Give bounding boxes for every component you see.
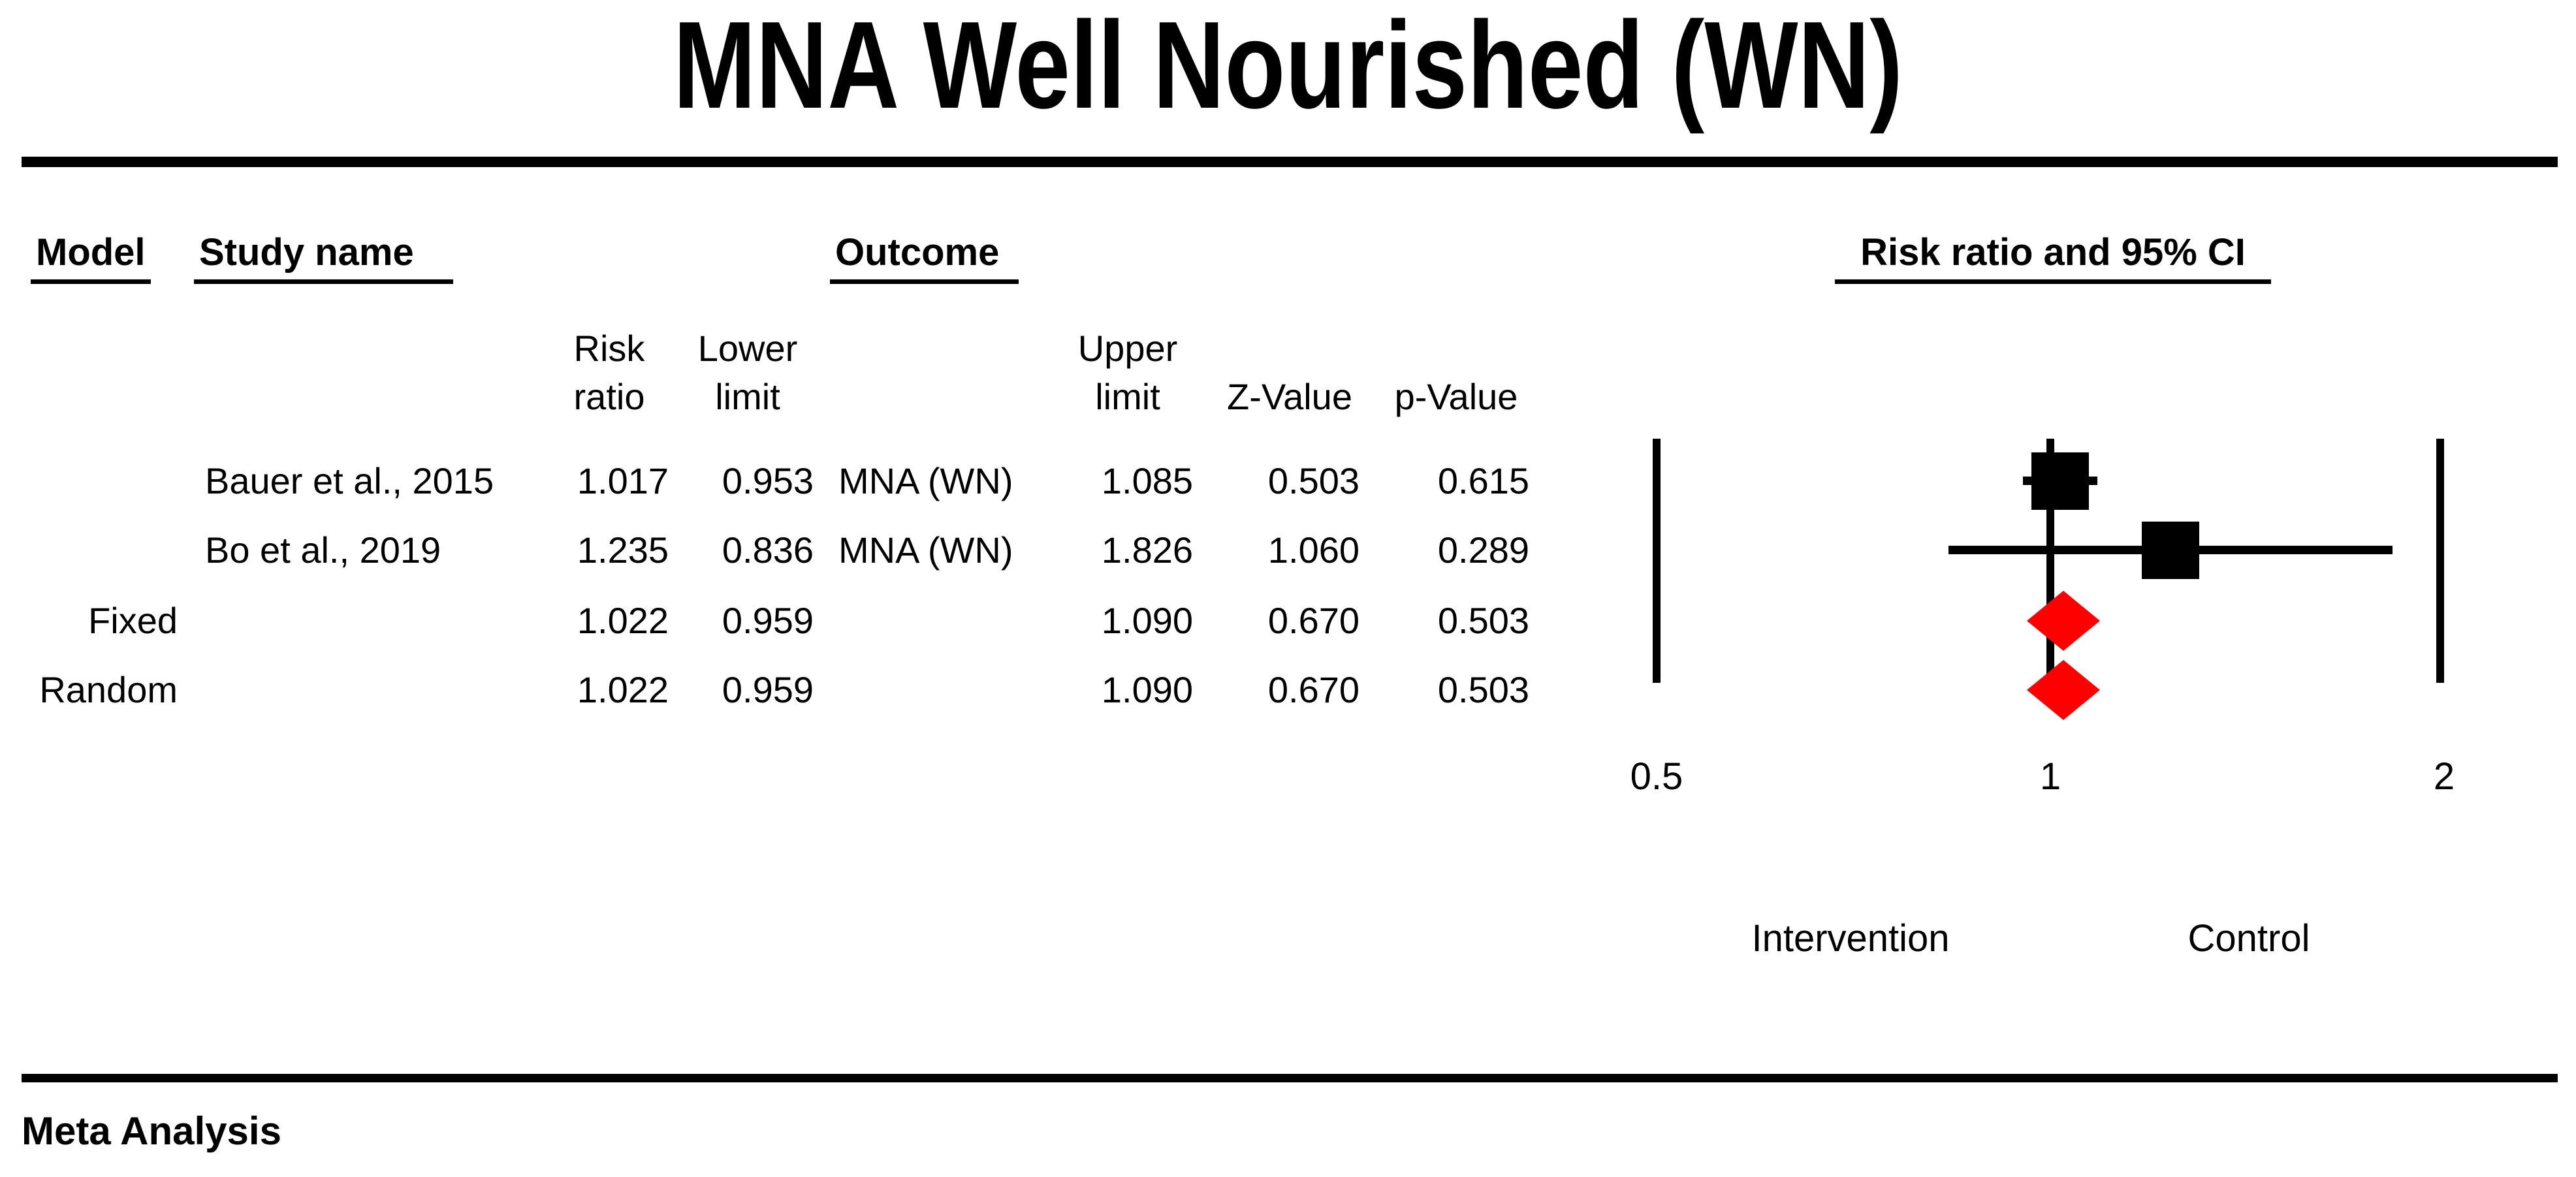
cell-lower-limit: 0.959: [722, 669, 814, 710]
arm-label-control: Control: [2187, 917, 2310, 960]
column-header-model: Model: [31, 232, 151, 284]
subheader-upper-limit-line2: limit: [1095, 376, 1160, 417]
cell-upper-limit: 1.090: [1101, 669, 1193, 710]
cell-outcome: MNA (WN): [838, 460, 1013, 501]
cell-z-value: 1.060: [1267, 529, 1360, 571]
effect-square-bo: [2142, 522, 2199, 579]
cell-upper-limit: 1.826: [1101, 529, 1193, 571]
subheader-z-value: Z-Value: [1227, 376, 1352, 417]
cell-lower-limit: 0.959: [722, 600, 814, 641]
cell-upper-limit: 1.090: [1101, 600, 1193, 641]
cell-z-value: 0.503: [1267, 460, 1360, 501]
cell-risk-ratio: 1.235: [577, 529, 669, 571]
subheader-upper-limit-line1: Upper: [1077, 328, 1178, 369]
subheader-risk-ratio-line1: Risk: [573, 328, 645, 369]
cell-model: Random: [39, 669, 178, 710]
subheader-risk-ratio: Risk ratio: [544, 324, 675, 421]
cell-study-name: Bauer et al., 2015: [205, 460, 494, 501]
cell-study-name: Bo et al., 2019: [205, 529, 441, 571]
cell-p-value: 0.503: [1437, 600, 1529, 641]
cell-p-value: 0.615: [1437, 460, 1529, 501]
cell-risk-ratio: 1.022: [577, 600, 669, 641]
axis-tick-2: 2: [2433, 755, 2455, 798]
column-header-study-name: Study name: [194, 232, 453, 284]
cell-model: Fixed: [88, 600, 178, 641]
subheader-upper-limit: Upper limit: [1056, 324, 1200, 421]
summary-diamond-random: [2027, 660, 2100, 720]
subheader-lower-limit: Lower limit: [676, 324, 819, 421]
axis-tick-1: 1: [2039, 755, 2061, 798]
cell-p-value: 0.503: [1437, 669, 1529, 710]
cell-z-value: 0.670: [1267, 600, 1360, 641]
cell-outcome: MNA (WN): [838, 529, 1013, 571]
bottom-rule: [22, 1074, 2558, 1082]
cell-z-value: 0.670: [1267, 669, 1360, 710]
cell-lower-limit: 0.836: [722, 529, 814, 571]
cell-p-value: 0.289: [1437, 529, 1529, 571]
cell-upper-limit: 1.085: [1101, 460, 1193, 501]
summary-diamond-fixed: [2027, 591, 2100, 651]
axis-right-boundary-line: [2436, 439, 2444, 683]
subheader-risk-ratio-line2: ratio: [573, 376, 645, 417]
effect-square-bauer: [2031, 452, 2089, 510]
subheader-lower-limit-line1: Lower: [697, 328, 798, 369]
column-header-outcome: Outcome: [830, 232, 1019, 284]
arm-label-intervention: Intervention: [1751, 917, 1950, 960]
subheader-p-value: p-Value: [1394, 376, 1518, 417]
axis-tick-0-5: 0.5: [1630, 755, 1683, 798]
cell-risk-ratio: 1.022: [577, 669, 669, 710]
footer-label: Meta Analysis: [22, 1109, 281, 1153]
page-title: MNA Well Nourished (WN): [673, 0, 1903, 134]
subheader-lower-limit-line2: limit: [715, 376, 780, 417]
cell-risk-ratio: 1.017: [577, 460, 669, 501]
cell-lower-limit: 0.953: [722, 460, 814, 501]
axis-left-boundary-line: [1653, 439, 1661, 683]
top-rule: [22, 157, 2558, 167]
column-header-risk-ratio-ci: Risk ratio and 95% CI: [1835, 232, 2271, 284]
